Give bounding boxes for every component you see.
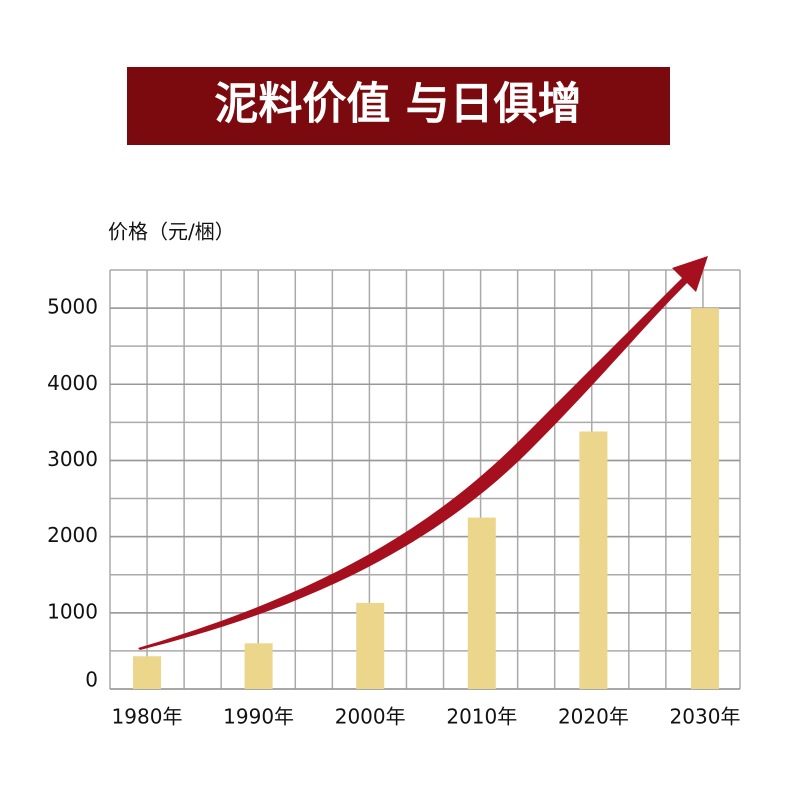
bar [244, 643, 273, 689]
x-tick-label: 2030年 [670, 705, 741, 729]
x-tick-label: 2020年 [558, 705, 629, 729]
y-tick-label: 3000 [47, 447, 98, 471]
x-tick-label: 2000年 [335, 705, 406, 729]
chart-title: 泥料价值 与日俱增 [214, 79, 581, 130]
bar [579, 431, 608, 689]
y-tick-label: 4000 [47, 371, 98, 395]
bar [467, 517, 496, 689]
x-tick-label: 1990年 [223, 705, 294, 729]
y-tick-label: 1000 [47, 599, 98, 623]
title-box [127, 67, 670, 145]
arrow-head [672, 256, 708, 292]
x-tick-label: 1980年 [112, 705, 183, 729]
bar [691, 308, 719, 689]
x-tick-label: 2010年 [446, 705, 517, 729]
y-tick-label: 0 [85, 668, 98, 692]
bar [133, 656, 161, 689]
bar [356, 602, 385, 689]
minor-grid [109, 269, 741, 690]
y-tick-label: 2000 [47, 523, 98, 547]
y-tick-label: 5000 [47, 295, 98, 319]
y-axis-label: 价格（元/梱） [108, 220, 235, 244]
